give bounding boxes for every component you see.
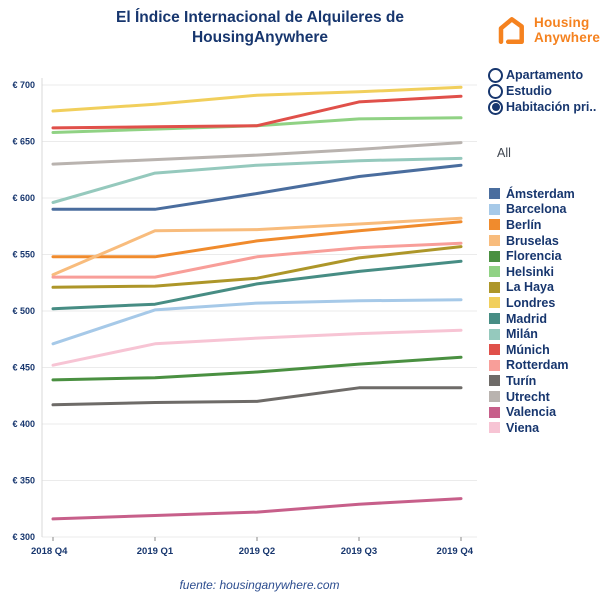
legend-swatch	[489, 281, 500, 293]
legend-item-barcelona[interactable]: Barcelona	[489, 202, 575, 218]
series-line-munich	[51, 94, 463, 130]
series-line-florencia	[51, 355, 463, 382]
x-axis-tick-label: 2019 Q3	[341, 546, 377, 557]
legend-item-la-haya[interactable]: La Haya	[489, 280, 575, 296]
legend-swatch	[489, 406, 500, 418]
x-axis-tick-label: 2018 Q4	[31, 546, 68, 557]
legend-swatch	[489, 344, 500, 356]
legend-item-helsinki[interactable]: Helsinki	[489, 264, 575, 280]
radio-selected-icon[interactable]	[488, 99, 503, 115]
legend-label: Valencia	[506, 405, 557, 420]
city-legend: Ámsterdam Barcelona Berlín Bruselas Florenci…	[489, 186, 575, 436]
source-caption: fuente: housinganywhere.com	[179, 578, 340, 592]
legend-swatch	[489, 422, 500, 434]
series-line-utrecht	[51, 141, 463, 166]
legend-label: Helsinki	[506, 264, 554, 279]
y-axis-tick-label: € 450	[12, 363, 35, 373]
legend-swatch	[489, 391, 500, 403]
legend-item-milan[interactable]: Milán	[489, 326, 575, 342]
radio-estudio[interactable]: Estudio	[488, 83, 596, 99]
y-axis-tick-label: € 600	[12, 193, 35, 203]
radio-label: Habitación pri..	[506, 100, 597, 114]
legend-swatch	[489, 328, 500, 340]
legend-swatch	[489, 188, 500, 200]
legend-label: La Haya	[506, 280, 554, 295]
series-line-valencia	[51, 497, 463, 521]
series-line-milan	[51, 156, 463, 204]
legend-label: Bruselas	[506, 233, 559, 248]
legend-swatch	[489, 313, 500, 325]
legend-swatch	[489, 235, 500, 247]
y-axis-tick-label: € 650	[12, 137, 35, 147]
logo-line2: Anywhere	[534, 30, 601, 45]
series-line-la-haya	[51, 245, 463, 289]
radio-apartamento[interactable]: Apartamento	[488, 67, 596, 83]
y-axis-tick-label: € 500	[12, 306, 35, 316]
legend-label: Madrid	[506, 311, 547, 326]
legend-item-munich[interactable]: Múnich	[489, 342, 575, 358]
y-axis-tick-label: € 350	[12, 476, 35, 486]
legend-label: Rotterdam	[506, 358, 569, 373]
series-line-viena	[51, 328, 463, 367]
series-line-rotterdam	[51, 241, 463, 279]
x-axis-tick-label: 2019 Q4	[437, 546, 474, 557]
legend-label: Florencia	[506, 249, 562, 264]
legend-item-amsterdam[interactable]: Ámsterdam	[489, 186, 575, 202]
legend-label: Turín	[506, 373, 537, 388]
legend-item-bruselas[interactable]: Bruselas	[489, 233, 575, 249]
legend-label: Londres	[506, 295, 556, 310]
house-icon	[498, 17, 524, 45]
y-axis-tick-label: € 700	[12, 80, 35, 90]
legend-label: Viena	[506, 420, 540, 435]
radio-label: Apartamento	[506, 68, 584, 82]
x-axis-tick-label: 2019 Q2	[239, 546, 275, 557]
x-axis-tick-label: 2019 Q1	[137, 546, 174, 557]
legend-label: Berlín	[506, 217, 542, 232]
housinganywhere-logo: Housing Anywhere	[492, 13, 600, 49]
legend-swatch	[489, 297, 500, 309]
radio-unselected-icon[interactable]	[488, 67, 503, 83]
series-line-barcelona	[51, 298, 463, 346]
page-title: El Índice Internacional de Alquileres de…	[116, 9, 404, 47]
legend-label: Barcelona	[506, 202, 567, 217]
legend-swatch	[489, 219, 500, 231]
legend-swatch	[489, 266, 500, 278]
logo-line1: Housing	[534, 15, 590, 31]
legend-label: Múnich	[506, 342, 550, 357]
radio-label: Estudio	[506, 84, 552, 98]
series-line-londres	[51, 85, 463, 113]
logo-wordmark: Housing Anywhere	[534, 16, 600, 45]
legend-item-florencia[interactable]: Florencia	[489, 248, 575, 264]
legend-label: Utrecht	[506, 389, 550, 404]
legend-item-rotterdam[interactable]: Rotterdam	[489, 358, 575, 374]
legend-label: Ámsterdam	[506, 186, 575, 201]
legend-item-berlin[interactable]: Berlín	[489, 217, 575, 233]
series-line-turin	[51, 386, 463, 407]
legend-swatch	[489, 375, 500, 387]
y-axis-tick-label: € 550	[12, 250, 35, 260]
city-scope-selector[interactable]: All	[497, 146, 511, 160]
series-line-madrid	[51, 259, 463, 311]
listing-type-filter: Apartamento Estudio Habitación pri..	[488, 67, 596, 115]
legend-item-valencia[interactable]: Valencia	[489, 404, 575, 420]
y-axis-tick-label: € 300	[12, 532, 35, 542]
legend-item-turin[interactable]: Turín	[489, 373, 575, 389]
legend-swatch	[489, 250, 500, 262]
legend-item-londres[interactable]: Londres	[489, 295, 575, 311]
legend-swatch	[489, 203, 500, 215]
radio-unselected-icon[interactable]	[488, 83, 503, 99]
y-axis-tick-label: € 400	[12, 419, 35, 429]
legend-swatch	[489, 359, 500, 371]
legend-label: Milán	[506, 327, 538, 342]
series-line-bruselas	[51, 216, 463, 277]
rent-index-line-chart: € 300 € 350 € 400 € 450 € 500 € 550 € 600 € 650…	[12, 78, 477, 557]
series-line-amsterdam	[51, 163, 463, 211]
series-line-berlin	[51, 220, 463, 259]
legend-item-viena[interactable]: Viena	[489, 420, 575, 436]
legend-item-madrid[interactable]: Madrid	[489, 311, 575, 327]
legend-item-utrecht[interactable]: Utrecht	[489, 389, 575, 405]
radio-habitacion-pri[interactable]: Habitación pri..	[488, 99, 596, 115]
